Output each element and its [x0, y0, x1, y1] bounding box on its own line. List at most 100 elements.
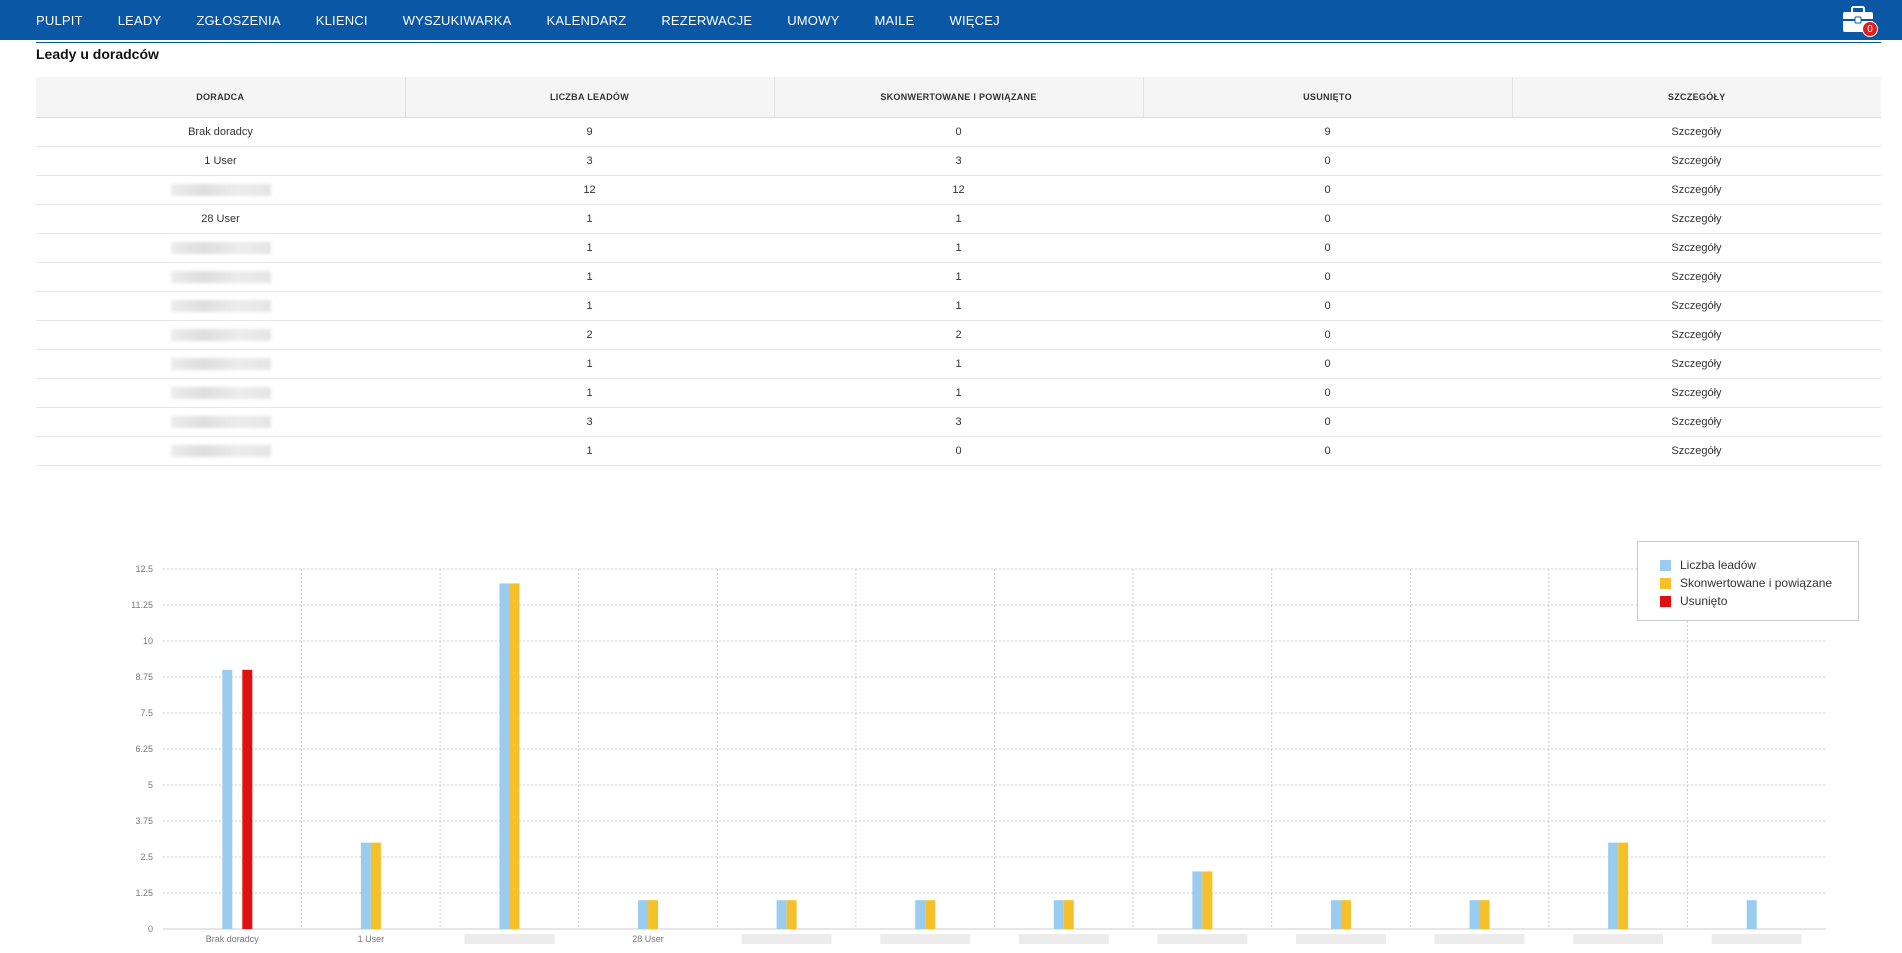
table-row: Brak doradcy 9 0 9 Szczegóły	[36, 117, 1881, 147]
redacted-advisor-name	[170, 270, 271, 283]
leads-count-cell: 3	[405, 146, 774, 176]
legend-swatch-deleted	[1660, 595, 1671, 607]
converted-count-cell: 0	[774, 436, 1143, 466]
briefcase-button[interactable]: 0	[1842, 5, 1878, 37]
nav-item-leady[interactable]: LEADY	[117, 12, 162, 28]
bar-leads	[1192, 871, 1203, 929]
deleted-count-cell: 9	[1143, 117, 1512, 147]
legend-label-leads: Liczba leadów	[1680, 558, 1757, 572]
leads-count-cell: 1	[405, 233, 774, 263]
bar-converted	[1202, 871, 1213, 929]
bar-converted	[786, 900, 797, 929]
bar-leads	[222, 669, 233, 929]
deleted-count-cell: 0	[1143, 291, 1512, 321]
bar-leads	[915, 900, 926, 929]
column-header-converted[interactable]: SKONWERTOWANE I POWIĄZANE	[774, 77, 1144, 118]
column-header-deleted[interactable]: USUNIĘTO	[1143, 77, 1513, 118]
bar-converted	[1340, 900, 1351, 929]
column-header-leads[interactable]: LICZBA LEADÓW	[405, 77, 775, 118]
y-tick-label: 2.5	[140, 852, 153, 862]
advisor-cell	[36, 175, 405, 205]
advisor-cell	[36, 291, 405, 321]
nav-item-klienci[interactable]: KLIENCI	[315, 12, 368, 28]
nav-item-umowy[interactable]: UMOWY	[787, 12, 840, 28]
details-link[interactable]: Szczegóły	[1671, 270, 1722, 283]
deleted-count-cell: 0	[1143, 407, 1512, 437]
details-link[interactable]: Szczegóły	[1671, 328, 1722, 341]
table-row: 1 1 0 Szczegóły	[36, 349, 1881, 379]
bar-leads	[1608, 842, 1619, 929]
converted-count-cell: 1	[774, 349, 1143, 379]
advisor-leads-table: DORADCA LICZBA LEADÓW SKONWERTOWANE I PO…	[36, 77, 1881, 466]
y-tick-label: 3.75	[135, 816, 153, 826]
bar-leads	[1330, 900, 1341, 929]
nav-item-pulpit[interactable]: PULPIT	[36, 12, 83, 28]
leads-count-cell: 12	[405, 175, 774, 205]
details-cell: Szczegóły	[1512, 204, 1881, 234]
details-link[interactable]: Szczegóły	[1671, 386, 1722, 399]
redacted-category-label	[1018, 934, 1109, 944]
y-tick-label: 6.25	[135, 744, 153, 754]
redacted-advisor-name	[170, 415, 271, 428]
redacted-category-label	[1711, 934, 1802, 944]
nav-item-maile[interactable]: MAILE	[874, 12, 915, 28]
redacted-category-label	[1157, 934, 1248, 944]
converted-count-cell: 0	[774, 117, 1143, 147]
bar-converted	[509, 583, 520, 929]
bar-converted	[1063, 900, 1074, 929]
details-link[interactable]: Szczegóły	[1671, 212, 1722, 225]
details-link[interactable]: Szczegóły	[1671, 125, 1722, 138]
converted-count-cell: 3	[774, 146, 1143, 176]
details-cell: Szczegóły	[1512, 117, 1881, 147]
details-link[interactable]: Szczegóły	[1671, 299, 1722, 312]
x-tick-label: 1 User	[358, 934, 385, 944]
leads-count-cell: 1	[405, 262, 774, 292]
table-header-row: DORADCA LICZBA LEADÓW SKONWERTOWANE I PO…	[36, 77, 1881, 118]
advisor-cell	[36, 262, 405, 292]
table-row: 2 2 0 Szczegóły	[36, 320, 1881, 350]
table-body: Brak doradcy 9 0 9 Szczegóły 1 User 3 3 0 Szczegó…	[36, 117, 1881, 466]
deleted-count-cell: 0	[1143, 146, 1512, 176]
details-cell: Szczegóły	[1512, 407, 1881, 437]
redacted-category-label	[1295, 934, 1386, 944]
bar-leads	[1053, 900, 1064, 929]
advisor-cell: Brak doradcy	[36, 117, 405, 147]
nav-item-zgloszenia[interactable]: ZGŁOSZENIA	[196, 12, 281, 28]
nav-item-wiecej[interactable]: WIĘCEJ	[949, 12, 1000, 28]
column-header-advisor[interactable]: DORADCA	[36, 77, 406, 118]
leads-count-cell: 1	[405, 204, 774, 234]
redacted-category-label	[741, 934, 832, 944]
details-link[interactable]: Szczegóły	[1671, 183, 1722, 196]
table-row: 3 3 0 Szczegóły	[36, 407, 1881, 437]
legend-item-leads: Liczba leadów	[1660, 556, 1858, 574]
nav-item-rezerwacje[interactable]: REZERWACJE	[661, 12, 753, 28]
leads-count-cell: 2	[405, 320, 774, 350]
details-link[interactable]: Szczegóły	[1671, 415, 1722, 428]
deleted-count-cell: 0	[1143, 175, 1512, 205]
bar-converted	[648, 900, 659, 929]
details-link[interactable]: Szczegóły	[1671, 241, 1722, 254]
redacted-category-label	[880, 934, 971, 944]
nav-item-wyszukiwarka[interactable]: WYSZUKIWARKA	[402, 12, 512, 28]
leads-count-cell: 1	[405, 378, 774, 408]
advisor-cell	[36, 436, 405, 466]
redacted-advisor-name	[170, 444, 271, 457]
redacted-advisor-name	[170, 386, 271, 399]
details-link[interactable]: Szczegóły	[1671, 357, 1722, 370]
leads-count-cell: 1	[405, 349, 774, 379]
advisor-cell	[36, 407, 405, 437]
bar-leads	[499, 583, 510, 929]
converted-count-cell: 2	[774, 320, 1143, 350]
details-link[interactable]: Szczegóły	[1671, 444, 1722, 457]
table-row: 28 User 1 1 0 Szczegóły	[36, 204, 1881, 234]
bar-leads	[1746, 900, 1757, 929]
y-tick-label: 5	[148, 780, 153, 790]
converted-count-cell: 1	[774, 204, 1143, 234]
nav-item-kalendarz[interactable]: KALENDARZ	[546, 12, 627, 28]
nav-menu: PULPIT LEADY ZGŁOSZENIA KLIENCI WYSZUKIW…	[36, 13, 1035, 28]
deleted-count-cell: 0	[1143, 320, 1512, 350]
leads-count-cell: 1	[405, 436, 774, 466]
top-navbar: PULPIT LEADY ZGŁOSZENIA KLIENCI WYSZUKIW…	[0, 0, 1902, 40]
bar-leads	[1469, 900, 1480, 929]
details-link[interactable]: Szczegóły	[1671, 154, 1722, 167]
